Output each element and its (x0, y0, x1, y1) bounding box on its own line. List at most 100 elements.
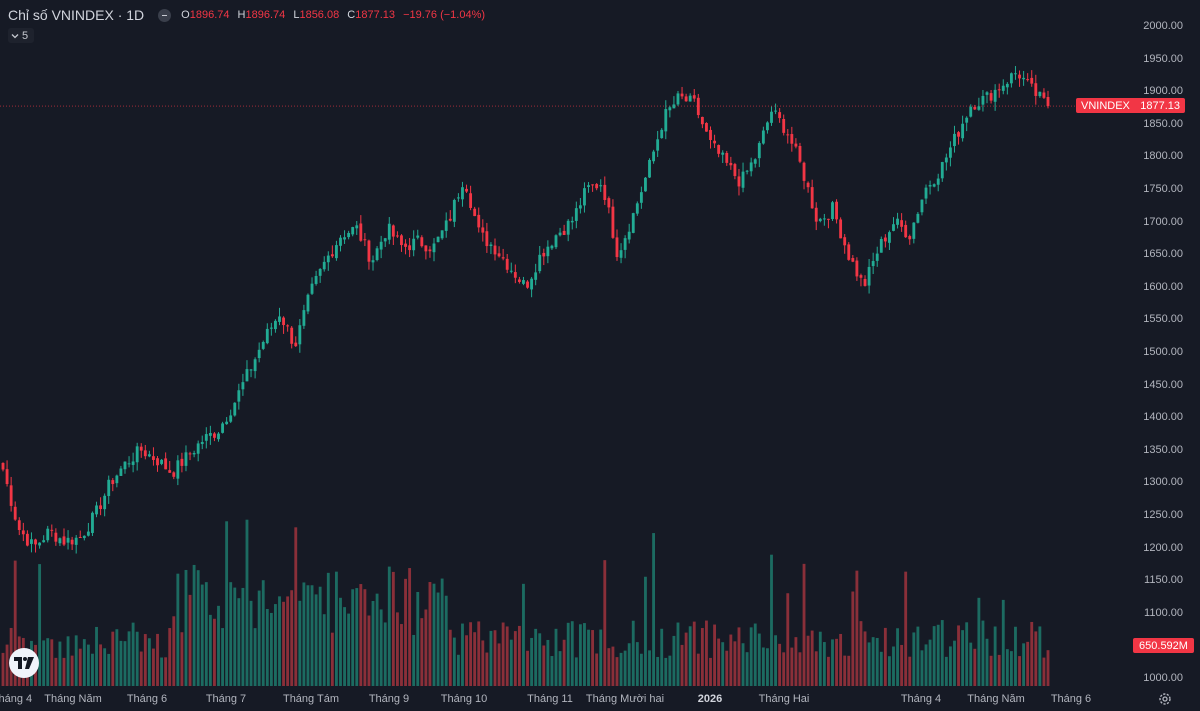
y-tick-label: 1800.00 (1143, 150, 1183, 163)
volume-bar (489, 630, 493, 686)
candle-body (953, 133, 956, 147)
volume-bar (652, 533, 656, 686)
volume-bar (196, 570, 200, 686)
candle-body (103, 495, 107, 510)
price-axis[interactable]: 2000.00 1950.00 1900.00 1850.00 1800.00 1750.… (1130, 0, 1200, 690)
y-tick-label: 1200.00 (1143, 541, 1183, 554)
y-tick-label: 1650.00 (1143, 248, 1183, 261)
candle-body (802, 162, 806, 181)
volume-bar (253, 628, 257, 686)
volume-bar (355, 588, 359, 686)
volume-bar (164, 657, 168, 686)
candle-body (424, 245, 428, 252)
volume-bar (782, 652, 786, 686)
candle-body (818, 218, 822, 222)
candle-body (156, 458, 159, 466)
volume-bar (400, 624, 403, 686)
candle-body (176, 460, 180, 479)
volume-bar (822, 642, 826, 686)
x-tick-label: Tháng 11 (527, 693, 573, 705)
candles (1, 66, 1050, 554)
candle-body (200, 442, 204, 445)
volume-bar (208, 614, 212, 686)
candle-body (583, 188, 586, 206)
volume-bar (883, 627, 887, 686)
volume-bar (452, 637, 456, 686)
volume-bar (432, 583, 436, 686)
volume-bar (936, 624, 940, 686)
candle-body (883, 237, 887, 242)
candle-body (367, 240, 371, 262)
volume-bar (1046, 650, 1050, 686)
candle-body (908, 236, 912, 240)
volume-bar (989, 655, 993, 686)
volume-bar (1034, 631, 1038, 686)
candle-body (9, 485, 13, 506)
candle-body (896, 218, 899, 225)
candle-body (932, 184, 936, 187)
candle-body (208, 432, 212, 436)
candle-body (387, 223, 391, 240)
volume-bar (908, 656, 912, 686)
candle-body (562, 230, 566, 235)
indicator-collapse-button[interactable]: 5 (8, 28, 34, 43)
candle-body (123, 461, 127, 470)
candle-body (798, 146, 802, 162)
candle-body (241, 382, 245, 390)
volume-bar (1009, 651, 1013, 686)
candle-body (46, 528, 50, 541)
candle-body (30, 539, 33, 544)
volume-bar (961, 630, 965, 686)
candle-body (395, 235, 399, 237)
y-tick-label: 1250.00 (1143, 509, 1183, 521)
volume-bar (786, 593, 790, 686)
volume-bar (660, 628, 664, 686)
candle-body (745, 170, 749, 172)
candle-body (139, 446, 143, 451)
volume-bar (213, 618, 216, 686)
volume-bar (54, 657, 58, 686)
candle-body (542, 252, 546, 257)
y-tick-label: 1100.00 (1144, 606, 1183, 619)
y-tick-label: 1400.00 (1143, 411, 1183, 424)
volume-bar (798, 652, 802, 686)
candle-body (78, 537, 82, 539)
candle-body (705, 123, 708, 132)
volume-bar (790, 647, 794, 686)
volume-bar (139, 651, 143, 686)
settings-gear-icon[interactable] (1158, 692, 1172, 706)
volume-bar (944, 656, 948, 686)
candle-body (1034, 83, 1038, 96)
volume-bar (713, 624, 716, 686)
candle-body (717, 145, 721, 154)
volume-bar (566, 622, 570, 686)
candle-body (774, 110, 777, 112)
x-tick-label: Tháng Hai (758, 693, 810, 705)
candle-body (147, 454, 151, 457)
candle-body (420, 237, 424, 247)
volume-bar (522, 583, 525, 686)
x-tick-label: Tháng 7 (205, 693, 247, 705)
candle-body (928, 185, 932, 187)
volume-bar (607, 648, 611, 686)
volume-bar (993, 626, 997, 686)
candle-body (481, 227, 485, 233)
price-tag-symbol: VNINDEX (1081, 99, 1130, 112)
tradingview-logo[interactable] (9, 648, 39, 678)
volume-bar (233, 587, 237, 686)
candle-body (428, 249, 432, 252)
volume-bar (82, 639, 86, 686)
volume-bar (294, 527, 298, 686)
time-axis[interactable]: Tháng 4 Tháng Năm Tháng 6 Tháng 7 Tháng Tám T… (0, 688, 1130, 711)
candle-body (847, 244, 851, 260)
volume-bar (363, 589, 367, 686)
volume-bar (595, 653, 599, 686)
symbol-title[interactable]: Chỉ số VNINDEX · 1D (8, 7, 145, 23)
volume-bar (1042, 657, 1046, 686)
volume-bar (269, 612, 273, 686)
market-status-icon[interactable] (158, 8, 172, 22)
volume-bar (343, 607, 346, 686)
candle-body (871, 261, 875, 267)
